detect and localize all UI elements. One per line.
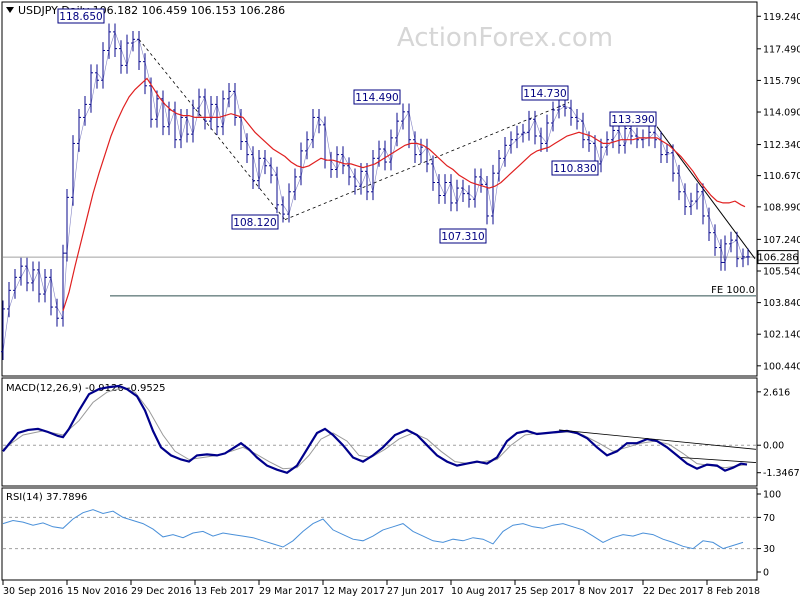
rsi-tick-label: 30 (763, 544, 775, 555)
moving-average-series (62, 77, 746, 311)
macd-series (2, 384, 748, 475)
price-annotations: 118.650 114.490 114.730 113.390 110.830 108.1… (57, 8, 657, 244)
macd-panel-frame (1, 377, 758, 487)
price-line (2, 30, 749, 352)
macd-axis-ticks: 2.616 0.00 -1.3467 (757, 387, 800, 479)
x-tick-label: 13 Feb 2017 (195, 586, 254, 597)
x-tick-label: 8 Nov 2017 (579, 586, 634, 597)
rsi-tick-label: 100 (763, 490, 781, 501)
dashed-trendline (138, 39, 286, 220)
price-tick-label: 107.240 (763, 235, 800, 246)
price-tick-label: 112.340 (763, 140, 800, 151)
last-price-marker: 106.286 (757, 250, 799, 265)
rsi-tick-label: 0 (763, 568, 769, 579)
collapse-triangle-icon[interactable] (6, 7, 14, 13)
rsi-tick-label: 70 (763, 513, 775, 524)
x-tick-label: 29 Dec 2016 (131, 586, 192, 597)
rsi-axis-ticks: 100 70 30 0 (757, 490, 781, 579)
price-tick-label: 100.440 (763, 361, 800, 372)
macd-trendlines (558, 429, 757, 463)
annotation-label: 114.730 (523, 88, 566, 100)
annotation-label: 113.390 (611, 114, 654, 126)
price-gridlines (3, 256, 756, 297)
macd-tick-label: 2.616 (763, 387, 790, 398)
x-tick-label: 10 Aug 2017 (451, 586, 512, 597)
annotation-box (521, 85, 569, 101)
price-series (1, 23, 750, 361)
macd-tick-label: 0.00 (763, 441, 784, 452)
rsi-label: RSI(14) 37.7896 (6, 492, 87, 503)
ma-line (62, 77, 746, 311)
price-tick-label: 114.090 (763, 108, 800, 119)
rsi-panel-frame (1, 487, 758, 581)
macd-label: MACD(12,26,9) -0.9126 -0.9525 (6, 383, 166, 394)
rsi-series (2, 509, 744, 550)
price-tick-label: 103.840 (763, 298, 800, 309)
annotation-box (439, 228, 487, 244)
annotation-box (609, 111, 657, 127)
x-tick-label: 25 Sep 2017 (515, 586, 575, 597)
annotation-label: 114.490 (355, 92, 398, 104)
price-panel-frame (1, 1, 758, 377)
price-tick-label: 110.670 (763, 171, 800, 182)
last-price-label: 106.286 (757, 253, 798, 264)
annotation-box (551, 160, 599, 176)
annotation-box (353, 89, 401, 105)
annotation-label: 110.830 (553, 163, 596, 175)
x-tick-label: 22 Dec 2017 (643, 586, 704, 597)
annotation-box (231, 214, 279, 230)
macd-lower-trendline (680, 457, 757, 463)
x-tick-label: 15 Nov 2016 (67, 586, 128, 597)
rsi-line (2, 509, 744, 550)
signal-line (2, 387, 748, 470)
fe-label: FE 100.0 (711, 285, 755, 296)
macd-tick-label: -1.3467 (763, 468, 800, 479)
price-tick-label: 119.240 (763, 12, 800, 23)
watermark: ActionForex.com (397, 23, 613, 53)
x-tick-label: 30 Sep 2016 (3, 586, 63, 597)
annotation-label: 118.650 (59, 11, 102, 23)
x-tick-label: 12 May 2017 (323, 586, 385, 597)
macd-upper-trendline (558, 429, 757, 450)
x-tick-label: 27 Jun 2017 (387, 586, 444, 597)
price-tick-label: 102.140 (763, 330, 800, 341)
x-tick-label: 8 Feb 2018 (707, 586, 760, 597)
price-tick-label: 108.990 (763, 202, 800, 213)
macd-line (2, 384, 748, 475)
annotation-label: 107.310 (441, 231, 484, 243)
last-price-box (757, 250, 799, 265)
price-tick-label: 105.540 (763, 266, 800, 277)
price-tick-label: 117.490 (763, 44, 800, 55)
x-tick-label: 29 Mar 2017 (259, 586, 319, 597)
price-axis-ticks: 119.240 117.490 115.790 114.090 112.340 110.6… (757, 12, 800, 372)
annotation-box (57, 8, 105, 24)
x-axis-ticks: 30 Sep 2016 15 Nov 2016 29 Dec 2016 13 Feb … (2, 580, 760, 597)
annotation-label: 108.120 (233, 217, 276, 229)
price-tick-label: 115.790 (763, 76, 800, 87)
